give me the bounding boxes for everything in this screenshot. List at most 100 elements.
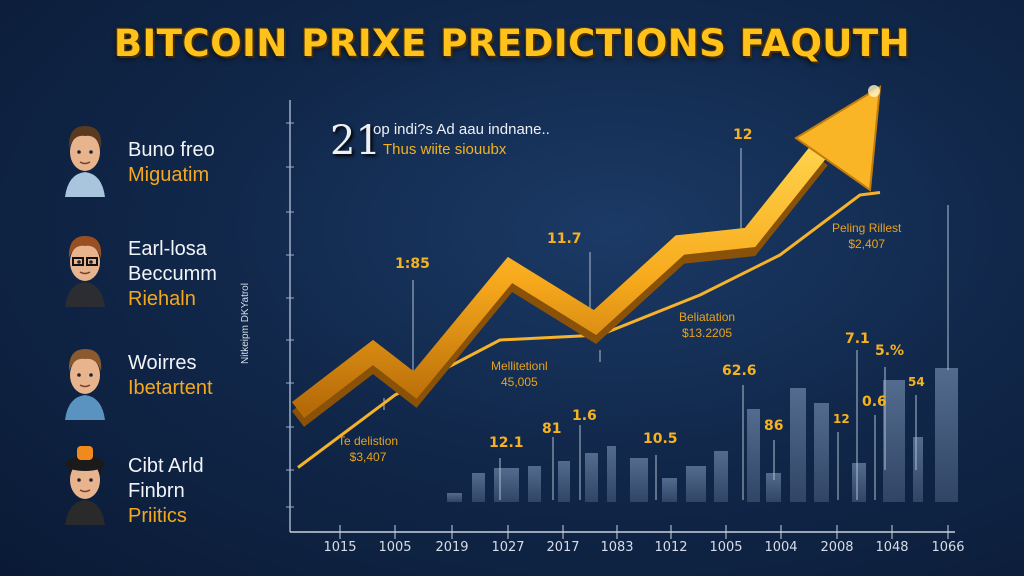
value-label: 12: [733, 127, 753, 143]
person-name: Cibt Arld: [128, 455, 204, 477]
bar: [686, 466, 706, 502]
avatar-eye: [89, 373, 93, 377]
x-tick-label: 1012: [654, 540, 688, 555]
person-role: Riehaln: [128, 288, 196, 310]
avatar-eye: [77, 260, 81, 264]
x-tick-label: 1066: [931, 540, 965, 555]
avatar-shirt: [65, 395, 105, 420]
x-tick-label: 1027: [491, 540, 525, 555]
bar: [935, 368, 958, 502]
x-tick-label: 1048: [875, 540, 909, 555]
x-tick-label: 1005: [378, 540, 412, 555]
bar: [630, 458, 648, 502]
person-role: Priitics: [128, 505, 187, 527]
x-tick-label: 1004: [764, 540, 798, 555]
avatar-eye: [77, 373, 81, 377]
bar: [494, 468, 519, 502]
avatar-face: [70, 356, 100, 394]
person-name: Buno freo: [128, 139, 215, 161]
glasses-icon: [72, 257, 84, 266]
value-label: 5.%: [875, 343, 905, 359]
annotation: Mellitetionl 45,005: [491, 358, 548, 390]
avatar-icon: [65, 349, 105, 420]
bar: [883, 380, 905, 502]
annotation-value: $3,407: [349, 450, 387, 464]
bar: [913, 437, 923, 502]
value-label: 86: [764, 418, 784, 434]
bar: [607, 446, 616, 502]
bar: [814, 403, 829, 502]
trend-arrow-body: [291, 143, 828, 418]
chart-title: BITCOIN PRIXE PREDICTIONS FAQUTH: [113, 22, 911, 65]
avatar-mouth: [79, 271, 91, 275]
value-label: 12: [833, 412, 850, 426]
value-label: 1:85: [395, 256, 430, 272]
avatar-mouth: [79, 161, 91, 165]
avatar-mouth: [79, 489, 91, 493]
person-name-line2: Finbrn: [128, 480, 185, 502]
bar: [714, 451, 728, 502]
annotation: Te delistion $3,407: [338, 433, 398, 465]
bar: [472, 473, 485, 502]
hat-icon: [65, 457, 105, 471]
avatar-face: [70, 461, 100, 499]
bar: [766, 473, 781, 502]
x-tick-label: 2017: [546, 540, 580, 555]
x-tick-label: 2019: [435, 540, 469, 555]
annotation-title: Mellitetionl: [491, 359, 548, 373]
bar: [790, 388, 806, 502]
value-label: 0.6: [862, 394, 887, 410]
value-label: 1.6: [572, 408, 597, 424]
bar: [447, 493, 462, 502]
avatar-eye: [77, 478, 81, 482]
avatar-shirt: [65, 282, 105, 307]
annotation-value: 45,005: [501, 375, 538, 389]
value-label: 10.5: [643, 431, 678, 447]
glasses-icon: [86, 257, 98, 266]
avatar-shirt: [65, 172, 105, 197]
person-name: Woirres: [128, 352, 197, 374]
x-tick-label: 1083: [600, 540, 634, 555]
bar: [558, 461, 570, 502]
bar: [528, 466, 541, 502]
avatar-eye: [89, 150, 93, 154]
person-role: Miguatim: [128, 164, 210, 186]
bar: [662, 478, 677, 502]
value-label: 7.1: [845, 331, 870, 347]
x-tick-label: 2008: [820, 540, 854, 555]
avatar-eye: [77, 150, 81, 154]
x-tick-label: 1015: [323, 540, 357, 555]
annotation-title: Beliatation: [679, 310, 736, 324]
trend-arrow-head-icon: [794, 85, 882, 192]
value-label: 12.1: [489, 435, 524, 451]
annotation-title: Te delistion: [338, 434, 399, 448]
annotation-value: $13.2205: [681, 326, 733, 340]
bar: [747, 409, 760, 502]
value-label: 81: [542, 421, 562, 437]
value-label: 62.6: [722, 363, 757, 379]
arrow-glow: [868, 85, 880, 97]
bar: [585, 453, 598, 502]
avatar-eye: [89, 478, 93, 482]
avatar-mouth: [79, 384, 91, 388]
headline-line1: op indi?s Ad aau indnane..: [373, 121, 550, 138]
avatar-face: [70, 243, 100, 281]
hat-top-icon: [77, 446, 93, 460]
avatar-hair: [68, 236, 102, 258]
avatar-icon: [65, 236, 105, 307]
y-axis-label: Nitkeipm DKYatrol: [239, 283, 251, 364]
avatar-icon: [65, 446, 105, 525]
avatar-face: [70, 133, 100, 171]
person-name: Earl-losa: [128, 238, 207, 260]
value-label: 11.7: [547, 231, 582, 247]
annotation: Beliatation $13.2205: [679, 309, 735, 341]
person-name-line2: Beccumm: [128, 263, 217, 285]
avatar-shirt: [65, 500, 105, 525]
avatar-hair: [68, 126, 102, 148]
avatar-eye: [89, 260, 93, 264]
bar: [852, 463, 866, 502]
person-role: Ibetartent: [128, 377, 213, 399]
headline-number: 21: [330, 118, 381, 164]
annotation: Peling Rillest $2,407: [832, 220, 901, 252]
headline-line2: Thus wiite siouubx: [383, 141, 507, 158]
